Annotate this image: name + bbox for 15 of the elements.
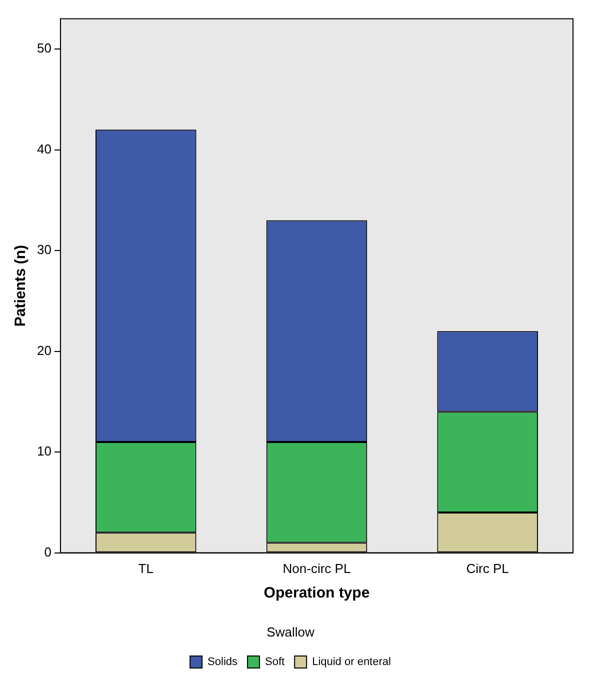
y-tick-label: 50 <box>36 40 52 56</box>
y-tick-label: 20 <box>36 342 52 358</box>
y-tick-label: 10 <box>36 444 52 459</box>
y-axis-title: Patients (n) <box>12 244 30 327</box>
legend-label: Liquid or enteral <box>312 656 391 668</box>
x-tick-label: TL <box>138 561 154 576</box>
y-tick-label: 30 <box>36 242 52 258</box>
x-axis-title: Operation type <box>264 584 370 602</box>
y-tick-label: 40 <box>36 141 52 156</box>
legend-title: Swallow <box>266 624 315 640</box>
legend-label: Soft <box>265 656 285 668</box>
x-tick-label: Non-circ PL <box>282 561 351 576</box>
y-tick-label: 0 <box>44 544 52 560</box>
x-tick-label: Circ PL <box>466 561 509 576</box>
legend-label: Solids <box>208 656 238 668</box>
